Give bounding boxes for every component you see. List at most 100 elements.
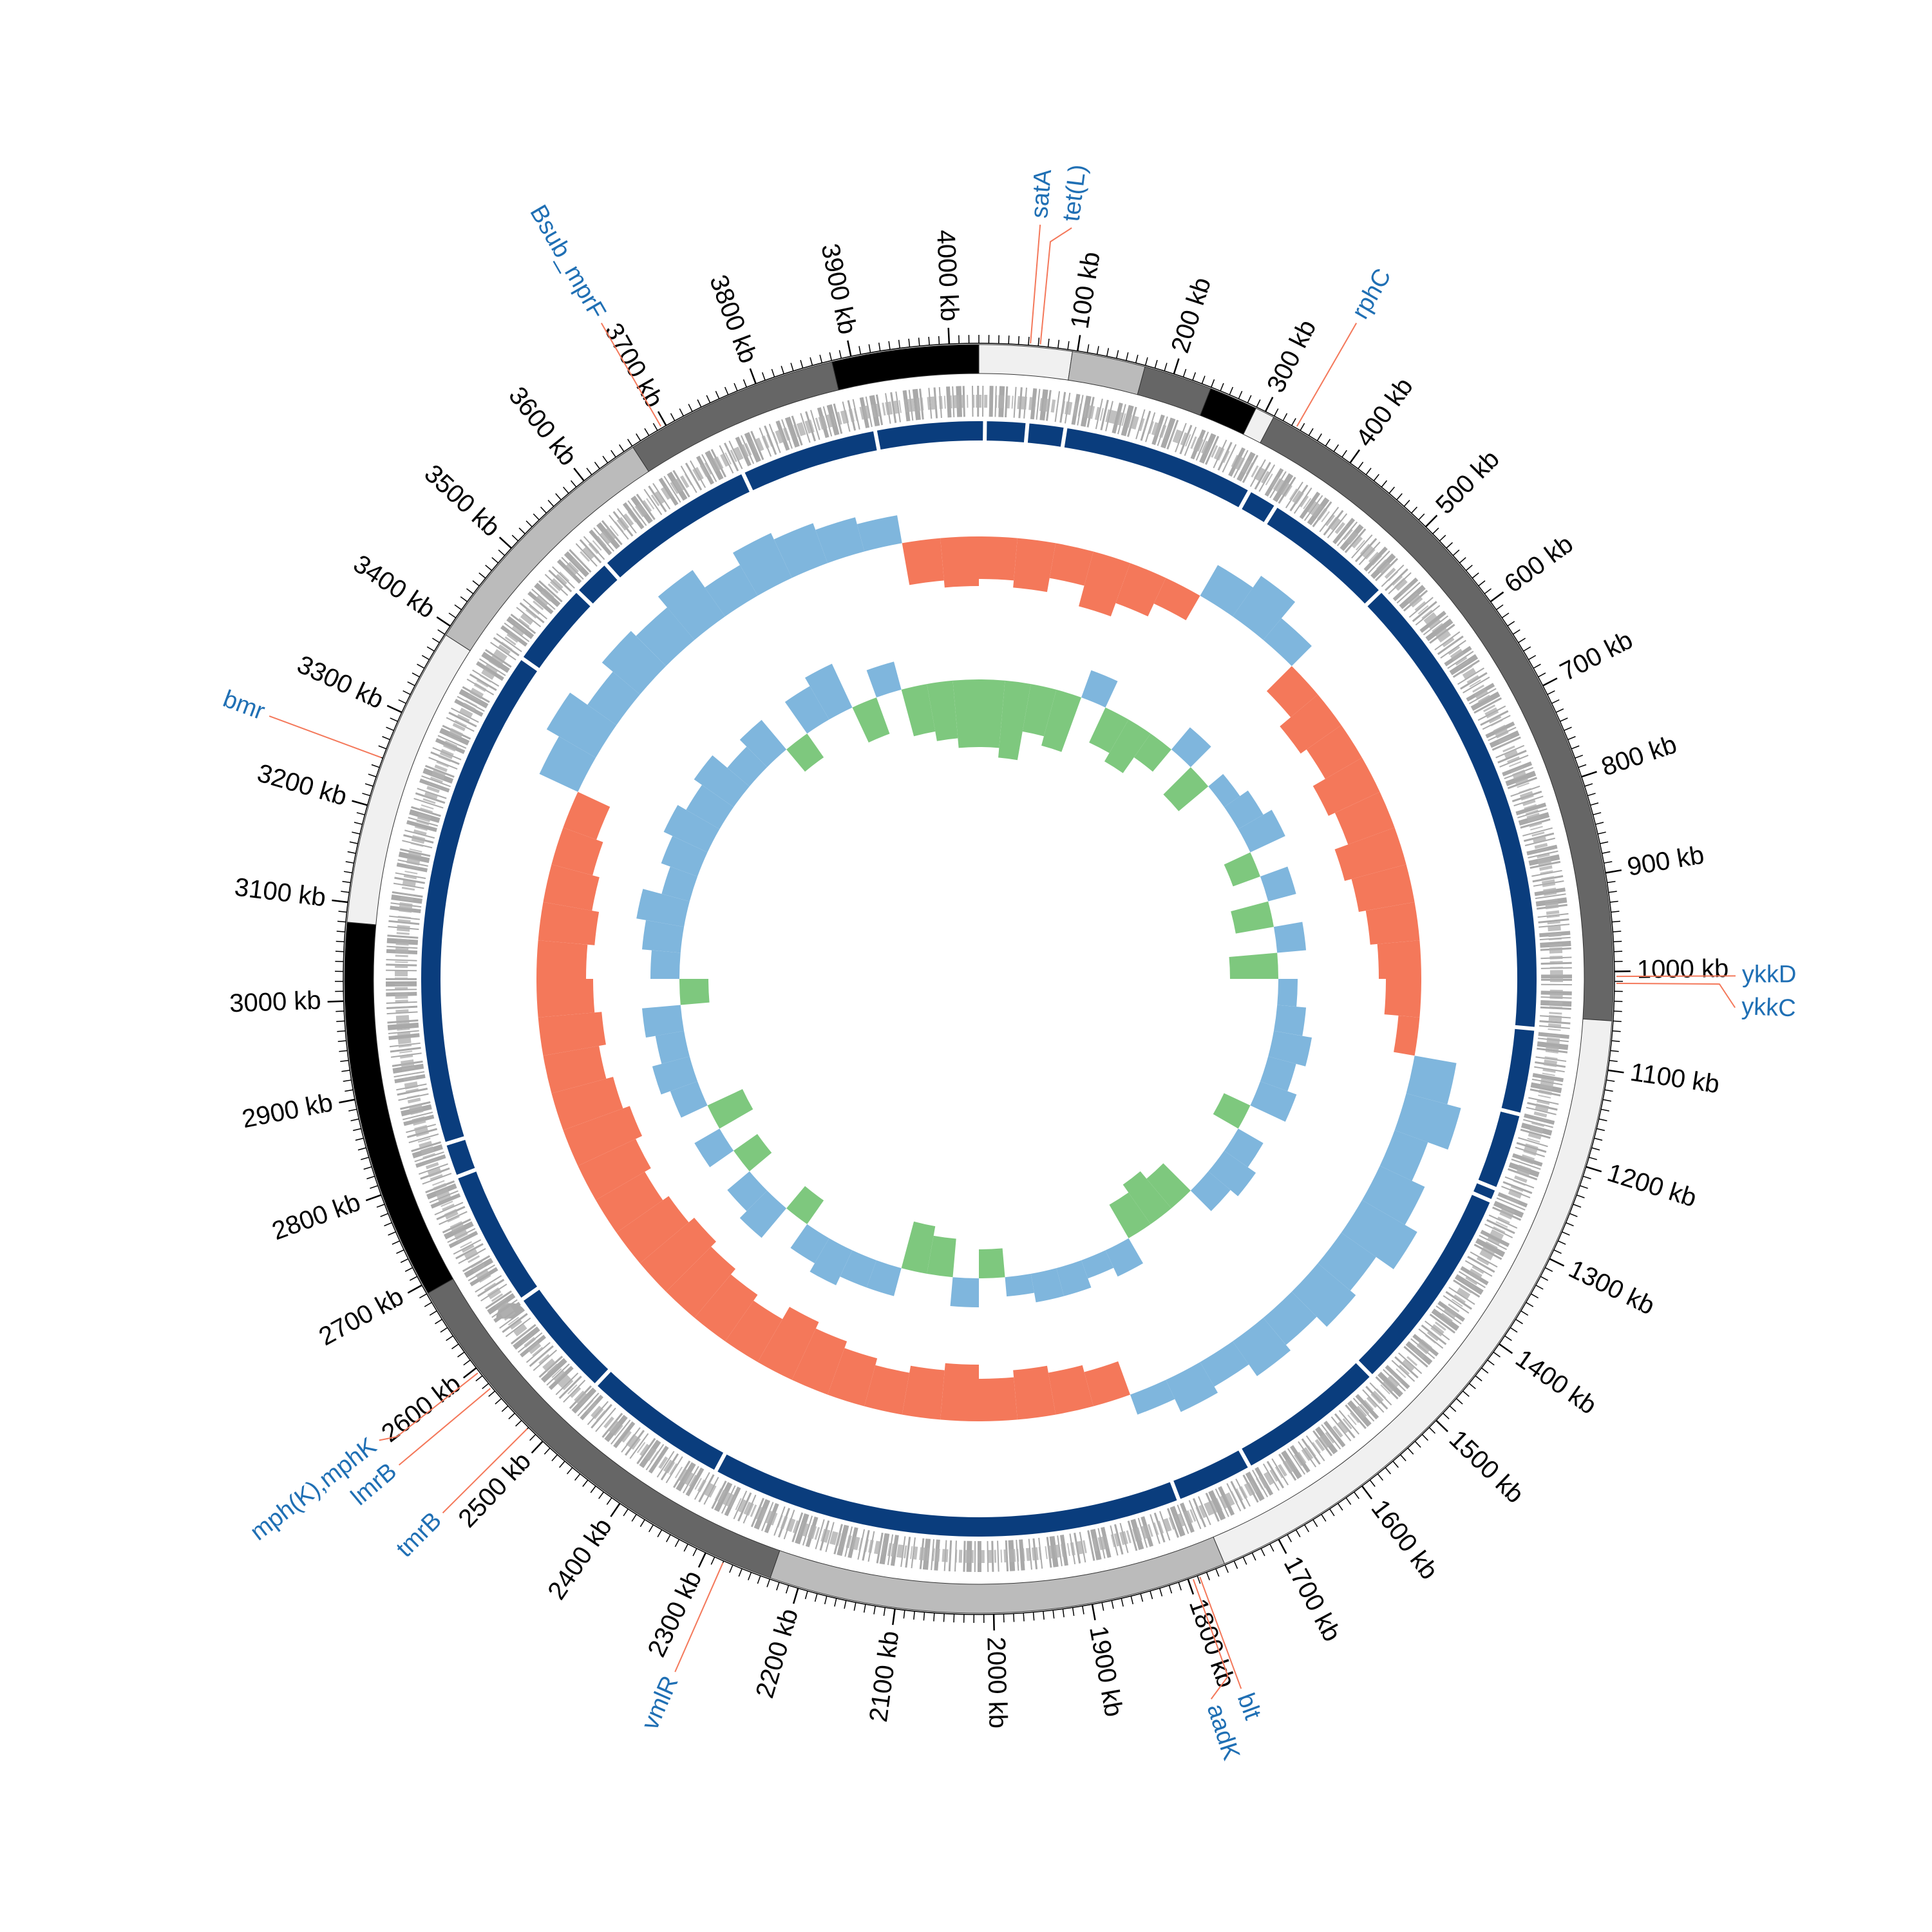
minor-tick <box>354 822 363 825</box>
assembly-gap <box>1499 1107 1522 1117</box>
minor-tick <box>1515 1318 1523 1325</box>
minor-tick <box>340 1059 349 1063</box>
track-bar <box>1190 1171 1231 1211</box>
minor-tick <box>1614 951 1623 952</box>
minor-tick <box>590 1486 596 1493</box>
minor-tick <box>1300 422 1305 431</box>
minor-tick <box>498 549 506 556</box>
minor-tick <box>440 1327 448 1333</box>
track-bar <box>1273 1005 1307 1036</box>
minor-tick <box>343 1079 352 1082</box>
minor-tick <box>463 1359 471 1366</box>
minor-tick <box>1530 1293 1539 1299</box>
minor-tick <box>810 357 813 366</box>
track-bar <box>864 1365 910 1415</box>
minor-tick <box>923 1612 925 1621</box>
minor-tick <box>715 390 720 399</box>
minor-tick <box>412 672 420 677</box>
track-bar <box>1229 952 1278 979</box>
minor-tick <box>1333 444 1340 452</box>
minor-tick <box>1373 473 1379 482</box>
minor-tick <box>1377 1473 1383 1481</box>
track-bar <box>902 538 944 585</box>
minor-tick <box>743 379 747 388</box>
minor-tick <box>472 580 480 587</box>
track-bar <box>1153 578 1200 621</box>
minor-tick <box>1130 1596 1134 1605</box>
minor-tick <box>586 468 592 475</box>
minor-tick <box>1052 1610 1055 1619</box>
track-bar <box>1263 1291 1317 1345</box>
minor-tick <box>838 350 842 359</box>
minor-tick <box>419 1293 428 1299</box>
major-tick <box>1077 335 1081 352</box>
minor-tick <box>1596 1128 1605 1132</box>
track-bar <box>536 940 588 979</box>
major-tick <box>573 468 585 482</box>
tick-label: 2000 kb <box>981 1636 1012 1728</box>
track-bar <box>1334 791 1395 845</box>
major-tick <box>1586 1166 1602 1173</box>
major-tick <box>847 340 852 357</box>
track-bar <box>952 679 979 748</box>
minor-tick <box>623 1508 629 1517</box>
minor-tick <box>1507 621 1515 627</box>
track-bar <box>757 1307 819 1380</box>
track-bar <box>661 866 698 902</box>
minor-tick <box>1481 1367 1489 1374</box>
minor-tick <box>460 596 468 602</box>
minor-tick <box>1229 386 1234 395</box>
minor-tick <box>898 339 900 348</box>
track-bar <box>639 1217 716 1292</box>
minor-tick <box>343 871 352 874</box>
major-tick <box>1361 1485 1373 1500</box>
minor-tick <box>710 1557 715 1565</box>
minor-tick <box>1589 1157 1598 1160</box>
minor-tick <box>748 1572 752 1580</box>
minor-tick <box>1555 708 1564 713</box>
minor-tick <box>337 1030 346 1032</box>
minor-tick <box>1201 375 1206 384</box>
major-tick <box>531 1441 544 1454</box>
annotation-leader <box>600 323 661 427</box>
minor-tick <box>1312 1519 1318 1528</box>
minor-tick <box>1578 764 1587 768</box>
minor-tick <box>417 663 425 669</box>
major-tick <box>1187 1578 1195 1595</box>
track-bar <box>666 1246 736 1318</box>
minor-tick <box>402 690 411 696</box>
track-bar <box>596 1171 663 1233</box>
minor-tick <box>1598 1118 1607 1122</box>
minor-tick <box>594 461 600 469</box>
track-bar <box>828 1348 878 1406</box>
minor-tick <box>347 851 356 854</box>
minor-tick <box>1608 891 1617 893</box>
minor-tick <box>1538 672 1546 677</box>
minor-tick <box>1282 413 1288 421</box>
track-bar <box>663 805 720 853</box>
assembly-gap <box>713 1452 728 1473</box>
track-bar <box>739 1190 787 1238</box>
major-tick <box>792 1587 799 1604</box>
track-bar <box>1081 670 1118 708</box>
track-bar <box>1238 810 1285 853</box>
layout <box>343 343 1615 1615</box>
minor-tick <box>1449 1405 1457 1412</box>
minor-tick <box>1569 1213 1578 1217</box>
minor-tick <box>376 1204 385 1208</box>
minor-tick <box>771 368 775 377</box>
minor-tick <box>1251 1552 1256 1561</box>
minor-tick <box>371 764 380 768</box>
minor-tick <box>1510 1327 1518 1333</box>
track-bar <box>1384 979 1421 1018</box>
track-bar <box>940 536 979 588</box>
minor-tick <box>362 793 371 797</box>
major-tick <box>1264 397 1274 412</box>
minor-tick <box>386 726 394 731</box>
track-bar <box>1013 1365 1056 1420</box>
minor-tick <box>602 455 609 464</box>
minor-tick <box>1593 812 1602 815</box>
minor-tick <box>392 1240 401 1245</box>
track-bar <box>1231 901 1274 934</box>
